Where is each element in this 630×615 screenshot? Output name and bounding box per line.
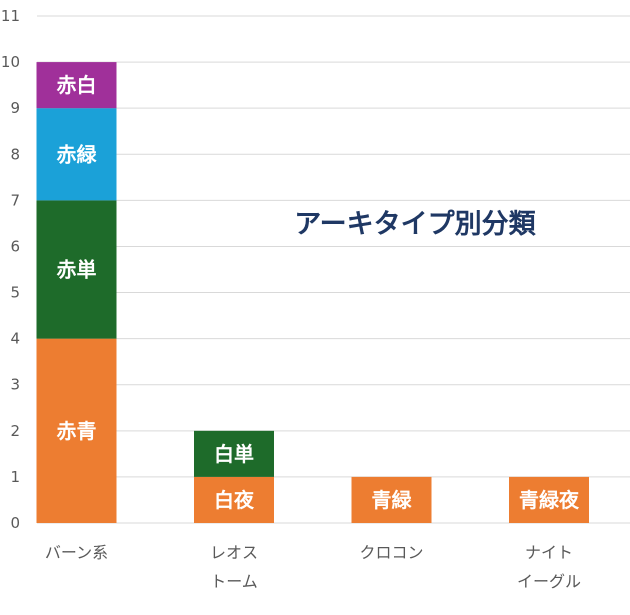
y-tick-label: 8 [10,145,20,163]
bar-segment-label: 白夜 [214,488,255,512]
x-category-label: バーン系 [45,543,108,562]
y-tick-label: 0 [10,514,20,532]
bar-segment-label: 赤緑 [57,142,98,166]
bar-segment [36,62,117,109]
y-axis-ticks: 0 1 2 3 4 5 6 7 8 9 10 11 [1,7,20,532]
bar-segment-label: 赤単 [57,258,97,282]
y-tick-label: 7 [10,191,20,209]
y-tick-label: 6 [10,237,20,255]
y-tick-label: 2 [10,422,20,440]
bar-segment [194,476,274,523]
bar-segment [194,430,274,477]
bar-segment [509,476,589,523]
x-axis-categories: バーン系 レオストーム クロコン ナイトイーグル [45,543,581,591]
bar-segment [36,108,117,201]
x-category-label: クロコン [359,543,423,562]
bar-segment-label: 青緑 [372,488,413,512]
bar-segment-label: 青緑夜 [519,488,580,512]
bar-segment [36,200,117,339]
bar-segment-label: 白単 [214,442,254,466]
chart-title: アーキタイプ別分類 [294,209,536,240]
gridlines [37,15,630,524]
y-tick-label: 9 [10,99,20,117]
y-tick-label: 3 [10,376,20,394]
x-category-label: ナイトイーグル [517,543,581,591]
bar-segment-label: 赤白 [57,73,97,97]
x-category-label: レオストーム [210,543,258,591]
y-tick-label: 10 [1,53,20,71]
bar-segment-label: 赤青 [57,419,97,443]
y-tick-label: 11 [1,7,20,25]
y-tick-label: 1 [10,468,20,486]
bar-segment [351,476,432,523]
y-tick-label: 5 [10,284,20,302]
y-tick-label: 4 [10,330,20,348]
bar-segment [36,338,117,523]
